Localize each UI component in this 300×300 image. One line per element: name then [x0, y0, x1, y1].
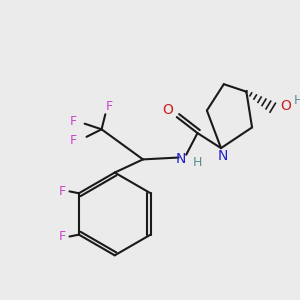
- Text: H: H: [293, 94, 300, 107]
- Text: F: F: [70, 115, 77, 128]
- Text: O: O: [280, 99, 291, 113]
- Text: F: F: [58, 230, 65, 243]
- Text: N: N: [176, 152, 186, 167]
- Text: F: F: [106, 100, 113, 113]
- Text: F: F: [70, 134, 77, 147]
- Text: N: N: [218, 148, 228, 163]
- Text: H: H: [193, 156, 202, 169]
- Text: O: O: [162, 103, 173, 117]
- Text: F: F: [58, 185, 65, 198]
